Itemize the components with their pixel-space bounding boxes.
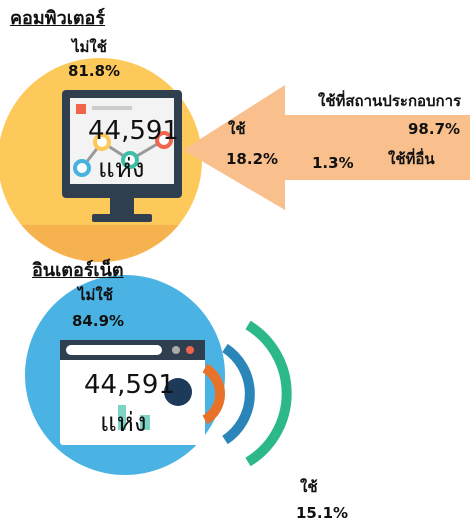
total: 44,591 [88, 116, 179, 146]
percent: 1.3% [312, 154, 354, 172]
arrow [183, 85, 470, 210]
label: ไม่ใช้ [78, 286, 113, 304]
internet-icon [25, 275, 292, 475]
label: ใช้ที่อื่น [388, 150, 435, 168]
section-title: คอมพิวเตอร์ [10, 8, 106, 29]
percent: 81.8% [68, 62, 121, 80]
label: ใช้ [228, 120, 246, 138]
label: ไม่ใช้ [72, 38, 107, 56]
label: ใช้ที่สถานประกอบการ [318, 92, 462, 110]
percent: 18.2% [226, 150, 279, 168]
percent: 15.1% [296, 504, 349, 522]
total: 44,591 [84, 370, 175, 400]
section-title: อินเตอร์เน็ต [32, 260, 124, 281]
unit: แห่ง [98, 154, 145, 184]
unit: แห่ง [100, 408, 147, 438]
percent: 98.7% [408, 120, 461, 138]
percent: 84.9% [72, 312, 125, 330]
computer-icon [0, 58, 202, 262]
label: ใช้ [300, 478, 318, 496]
